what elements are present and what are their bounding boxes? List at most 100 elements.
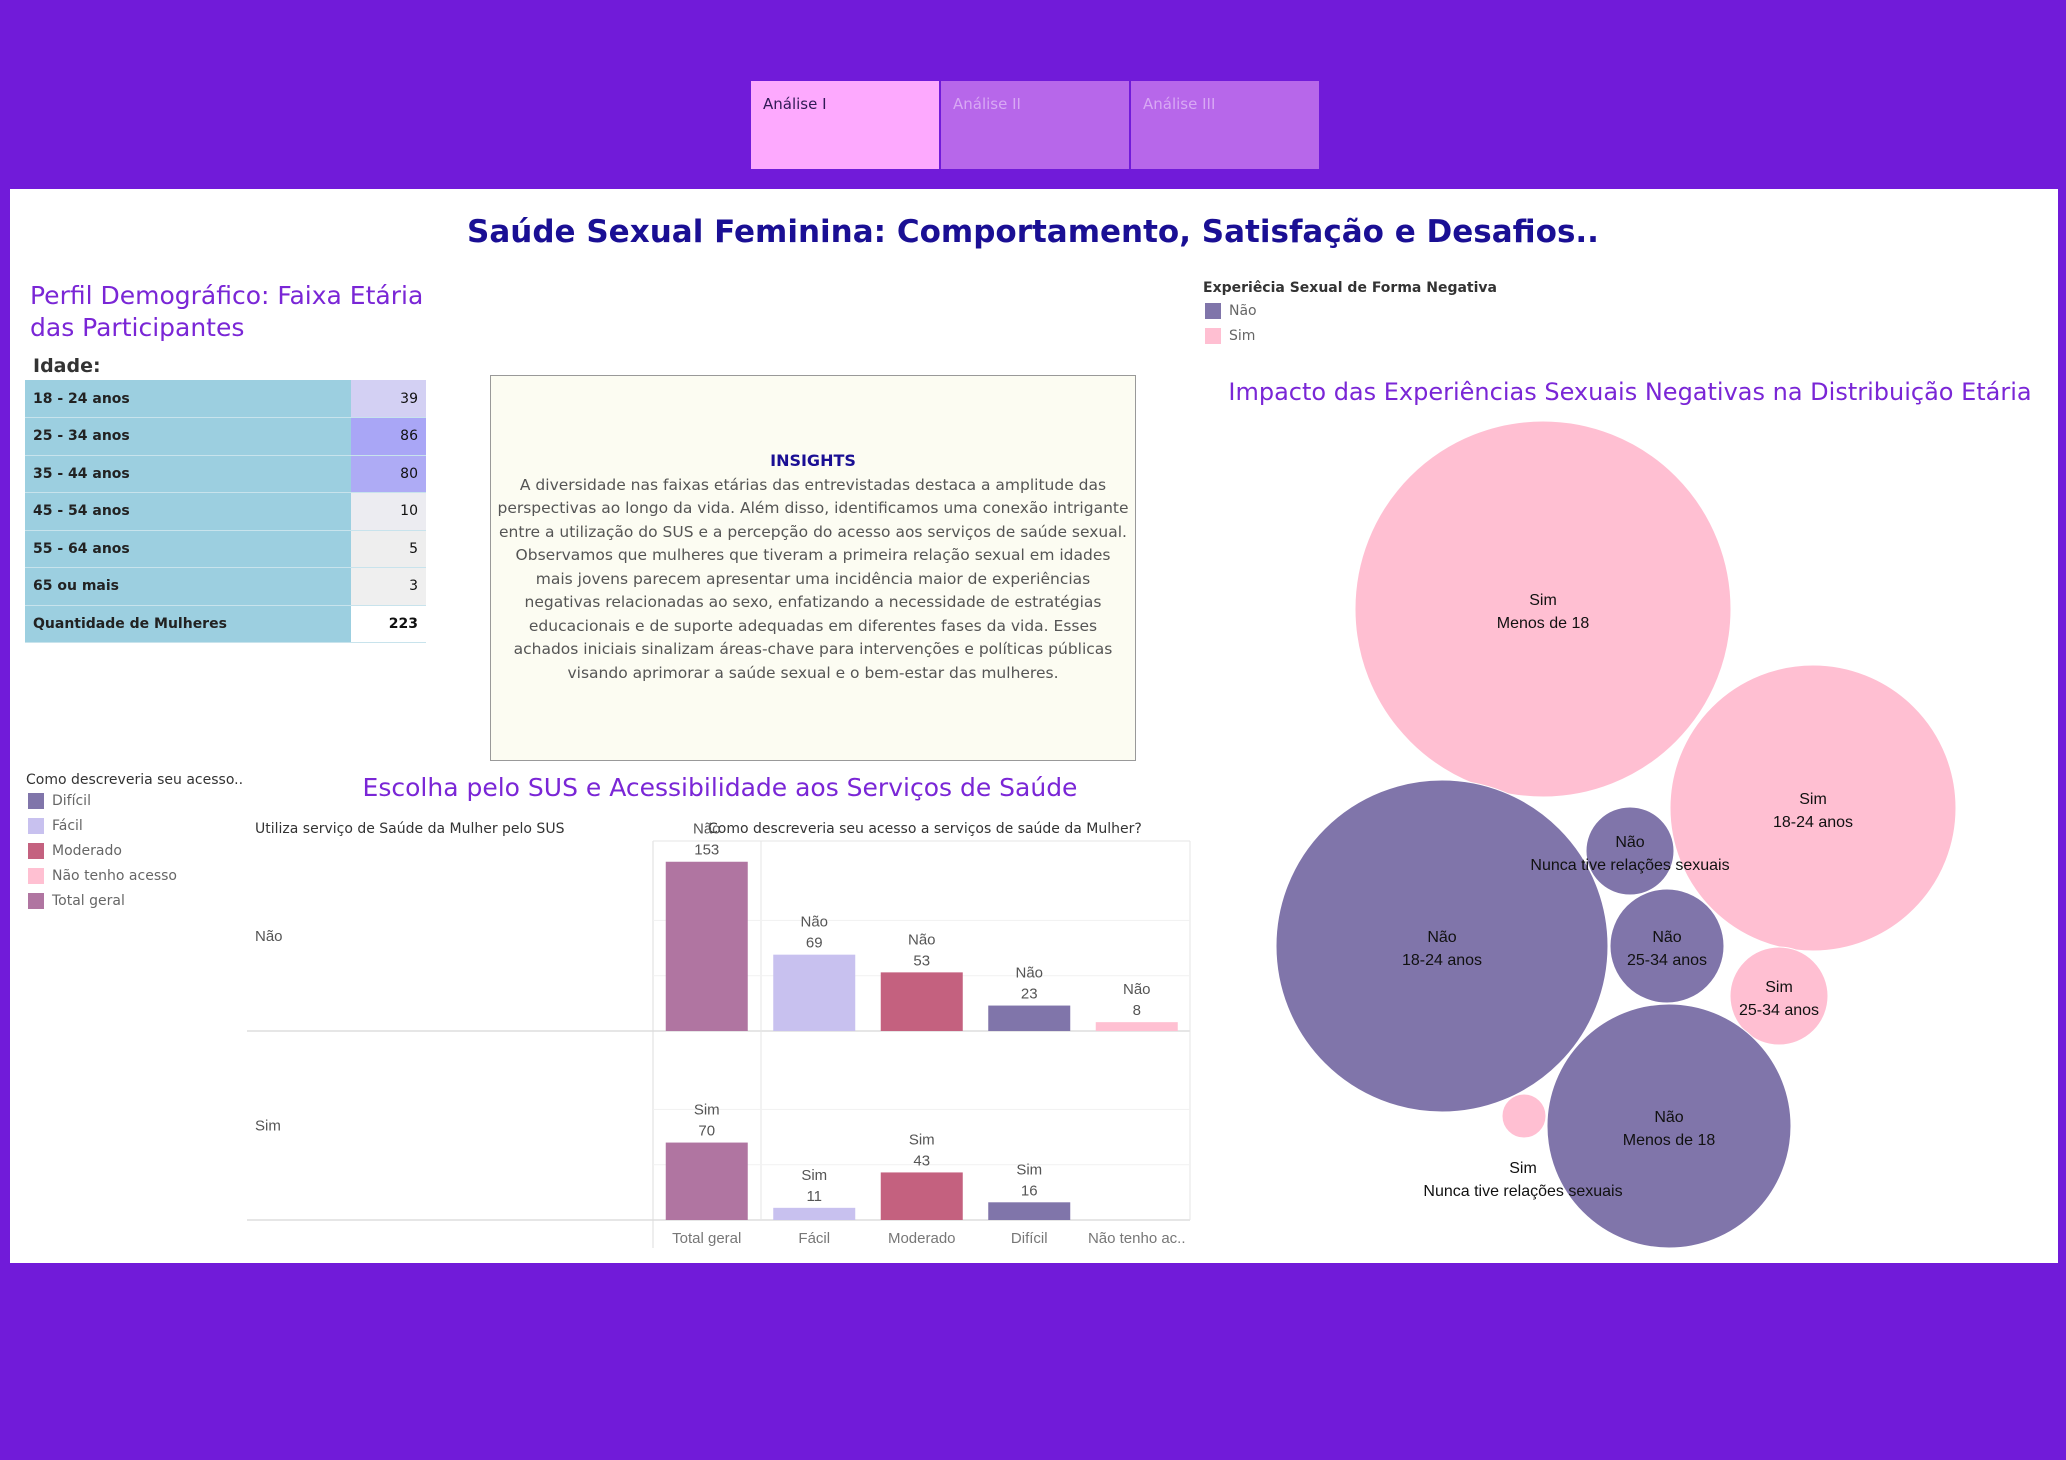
age-row-label: 25 - 34 anos	[25, 417, 351, 456]
access-legend-item[interactable]: Total geral	[28, 893, 125, 909]
bubble-label-negative: Não	[1654, 1109, 1683, 1126]
age-row-label: 55 - 64 anos	[25, 530, 351, 568]
negative-legend-label: Não	[1229, 303, 1257, 319]
access-legend-item[interactable]: Não tenho acesso	[28, 868, 177, 884]
bar-label-series: Não	[908, 931, 936, 948]
x-tick-label: Fácil	[798, 1230, 830, 1247]
access-legend-swatch	[28, 868, 44, 884]
tab-analise-2[interactable]: Análise II	[941, 81, 1129, 169]
bubble	[1585, 806, 1675, 896]
bar	[988, 1202, 1071, 1220]
insights-body: A diversidade nas faixas etárias das ent…	[497, 475, 1129, 682]
bar-value-label: 23	[1021, 986, 1038, 1003]
age-row: 18 - 24 anos 39	[25, 380, 426, 418]
access-legend-swatch	[28, 893, 44, 909]
bar-label-series: Não	[800, 914, 828, 931]
bubble-label-age: Nunca tive relações sexuais	[1423, 1183, 1622, 1200]
bubble	[1546, 1003, 1792, 1249]
bar-value-label: 69	[806, 935, 823, 952]
negative-legend-swatch	[1205, 328, 1221, 344]
negative-legend-swatch	[1205, 303, 1221, 319]
x-tick-label: Não tenho ac..	[1088, 1230, 1186, 1247]
bubble-label-negative: Sim	[1529, 592, 1557, 609]
access-legend-item[interactable]: Difícil	[28, 793, 91, 809]
bar	[773, 954, 856, 1031]
tab-analise-3[interactable]: Análise III	[1131, 81, 1319, 169]
age-row: 45 - 54 anos 10	[25, 492, 426, 531]
bar	[665, 861, 748, 1031]
negative-legend-item[interactable]: Não	[1205, 303, 1257, 319]
age-row-value: 39	[351, 380, 426, 418]
row-label: Sim	[255, 1118, 281, 1135]
age-row: 65 ou mais 3	[25, 567, 426, 606]
age-row-value: 10	[351, 492, 426, 531]
row-label: Não	[255, 928, 283, 945]
bar-value-label: 11	[806, 1188, 822, 1205]
access-legend-swatch	[28, 818, 44, 834]
bar-label-series: Não	[693, 821, 721, 838]
bar-value-label: 16	[1021, 1182, 1038, 1199]
bubble-label-age: 18-24 anos	[1773, 814, 1853, 831]
bubble	[1501, 1093, 1547, 1139]
bubble	[1354, 420, 1732, 798]
tab-bar: Análise I Análise II Análise III	[751, 81, 1319, 169]
bar-value-label: 8	[1133, 1002, 1141, 1019]
negative-legend-label: Sim	[1229, 328, 1256, 344]
bubble-label-age: 25-34 anos	[1739, 1002, 1819, 1019]
bubble	[1669, 664, 1957, 952]
bar-value-label: 153	[694, 842, 719, 859]
x-tick-label: Total geral	[672, 1230, 741, 1247]
age-total-row: Quantidade de Mulheres 223	[25, 604, 426, 643]
bar-row-header: Utiliza serviço de Saúde da Mulher pelo …	[255, 821, 565, 837]
age-row-value: 86	[351, 417, 426, 456]
access-legend-label: Total geral	[52, 893, 125, 909]
negative-legend-item[interactable]: Sim	[1205, 328, 1255, 344]
bar-value-label: 53	[913, 952, 930, 969]
age-total-value: 223	[351, 604, 426, 643]
bar-label-series: Sim	[801, 1167, 827, 1184]
age-row-label: 35 - 44 anos	[25, 455, 351, 493]
insights-title: INSIGHTS	[770, 450, 856, 470]
bubble	[1609, 888, 1725, 1004]
access-legend-label: Não tenho acesso	[52, 868, 177, 884]
age-row-label: 18 - 24 anos	[25, 380, 351, 418]
age-row-label: 45 - 54 anos	[25, 492, 351, 531]
access-legend-title: Como descreveria seu acesso..	[26, 772, 244, 788]
dashboard-title: Saúde Sexual Feminina: Comportamento, Sa…	[467, 214, 1599, 250]
bar-label-series: Não	[1123, 981, 1151, 998]
age-row-value: 80	[351, 455, 426, 493]
bar-label-series: Sim	[909, 1131, 935, 1148]
access-legend-label: Difícil	[52, 793, 91, 809]
bubble-label-negative: Não	[1615, 834, 1644, 851]
bubble-label-age: 25-34 anos	[1627, 952, 1707, 969]
bubble	[1729, 946, 1829, 1046]
age-total-label: Quantidade de Mulheres	[25, 604, 351, 643]
access-legend-swatch	[28, 843, 44, 859]
tab-analise-1[interactable]: Análise I	[751, 81, 939, 169]
bar	[988, 1005, 1071, 1031]
bubble-label-age: Menos de 18	[1497, 615, 1590, 632]
bubble-label-negative: Sim	[1509, 1160, 1537, 1177]
age-row-value: 3	[351, 567, 426, 606]
bar-chart-title: Escolha pelo SUS e Acessibilidade aos Se…	[362, 773, 1078, 802]
bubble-label-age: Menos de 18	[1623, 1132, 1716, 1149]
bar-column-header: Como descreveria seu acesso a serviços d…	[708, 821, 1142, 837]
access-legend-label: Fácil	[52, 818, 83, 834]
insights-box: INSIGHTS A diversidade nas faixas etária…	[490, 375, 1136, 761]
bubble-chart-title: Impacto das Experiências Sexuais Negativ…	[1228, 378, 2032, 406]
bar-label-series: Sim	[694, 1102, 720, 1119]
age-row: 25 - 34 anos 86	[25, 417, 426, 456]
age-row: 35 - 44 anos 80	[25, 455, 426, 493]
access-legend-swatch	[28, 793, 44, 809]
bar-label-series: Não	[1015, 965, 1043, 982]
bubble-label-negative: Sim	[1799, 791, 1827, 808]
bar-label-series: Sim	[1016, 1161, 1042, 1178]
negative-legend-title: Experiêcia Sexual de Forma Negativa	[1203, 280, 1497, 296]
bubble-label-negative: Sim	[1765, 979, 1793, 996]
bubble-label-age: Nunca tive relações sexuais	[1530, 857, 1729, 874]
access-legend-item[interactable]: Moderado	[28, 843, 122, 859]
bubble	[1275, 779, 1609, 1113]
access-legend-item[interactable]: Fácil	[28, 818, 83, 834]
bar-value-label: 70	[698, 1123, 715, 1140]
